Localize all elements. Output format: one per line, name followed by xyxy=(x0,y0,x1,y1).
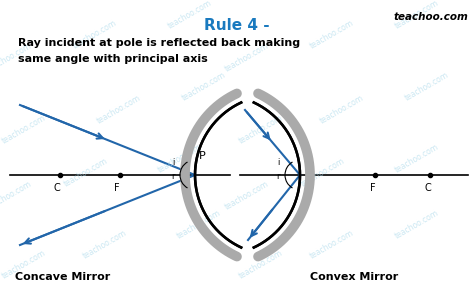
Text: C: C xyxy=(54,183,60,193)
Text: same angle with principal axis: same angle with principal axis xyxy=(18,54,208,64)
Text: i: i xyxy=(172,158,174,167)
Text: teachoo.com: teachoo.com xyxy=(0,249,47,281)
Text: teachoo.com: teachoo.com xyxy=(393,0,441,31)
Text: teachoo.com: teachoo.com xyxy=(0,41,33,74)
Text: Convex Mirror: Convex Mirror xyxy=(310,272,398,282)
Text: C: C xyxy=(425,183,431,193)
Text: teachoo.com: teachoo.com xyxy=(81,229,128,261)
Text: teachoo.com: teachoo.com xyxy=(318,93,365,126)
Text: teachoo.com: teachoo.com xyxy=(223,41,270,74)
Text: teachoo.com: teachoo.com xyxy=(308,229,356,261)
Text: teachoo.com: teachoo.com xyxy=(223,180,270,212)
Text: teachoo.com: teachoo.com xyxy=(62,157,109,189)
Text: r: r xyxy=(171,172,175,181)
Text: teachoo.com: teachoo.com xyxy=(156,142,204,175)
Text: teachoo.com: teachoo.com xyxy=(237,249,284,281)
Text: teachoo.com: teachoo.com xyxy=(95,93,142,126)
Text: i: i xyxy=(277,158,279,167)
Text: teachoo.com: teachoo.com xyxy=(403,70,450,103)
Text: teachoo.com: teachoo.com xyxy=(393,142,441,175)
Text: teachoo.com: teachoo.com xyxy=(175,209,223,241)
Text: teachoo.com: teachoo.com xyxy=(299,157,346,189)
Text: r: r xyxy=(276,172,280,181)
Text: Concave Mirror: Concave Mirror xyxy=(15,272,110,282)
Text: teachoo.com: teachoo.com xyxy=(166,0,213,31)
Text: teachoo.com: teachoo.com xyxy=(180,70,228,103)
Text: Ray incident at pole is reflected back making: Ray incident at pole is reflected back m… xyxy=(18,38,300,48)
Text: P: P xyxy=(199,151,206,161)
Text: F: F xyxy=(114,183,120,193)
Text: teachoo.com: teachoo.com xyxy=(237,113,284,146)
Text: P: P xyxy=(303,151,310,161)
Text: teachoo.com: teachoo.com xyxy=(0,113,47,146)
Text: F: F xyxy=(370,183,376,193)
Text: teachoo.com: teachoo.com xyxy=(0,180,33,212)
Text: teachoo.com: teachoo.com xyxy=(71,18,118,51)
Text: teachoo.com: teachoo.com xyxy=(393,209,441,241)
Text: teachoo.com: teachoo.com xyxy=(308,18,356,51)
Text: Rule 4 -: Rule 4 - xyxy=(204,18,270,33)
Text: teachoo.com: teachoo.com xyxy=(393,12,468,22)
